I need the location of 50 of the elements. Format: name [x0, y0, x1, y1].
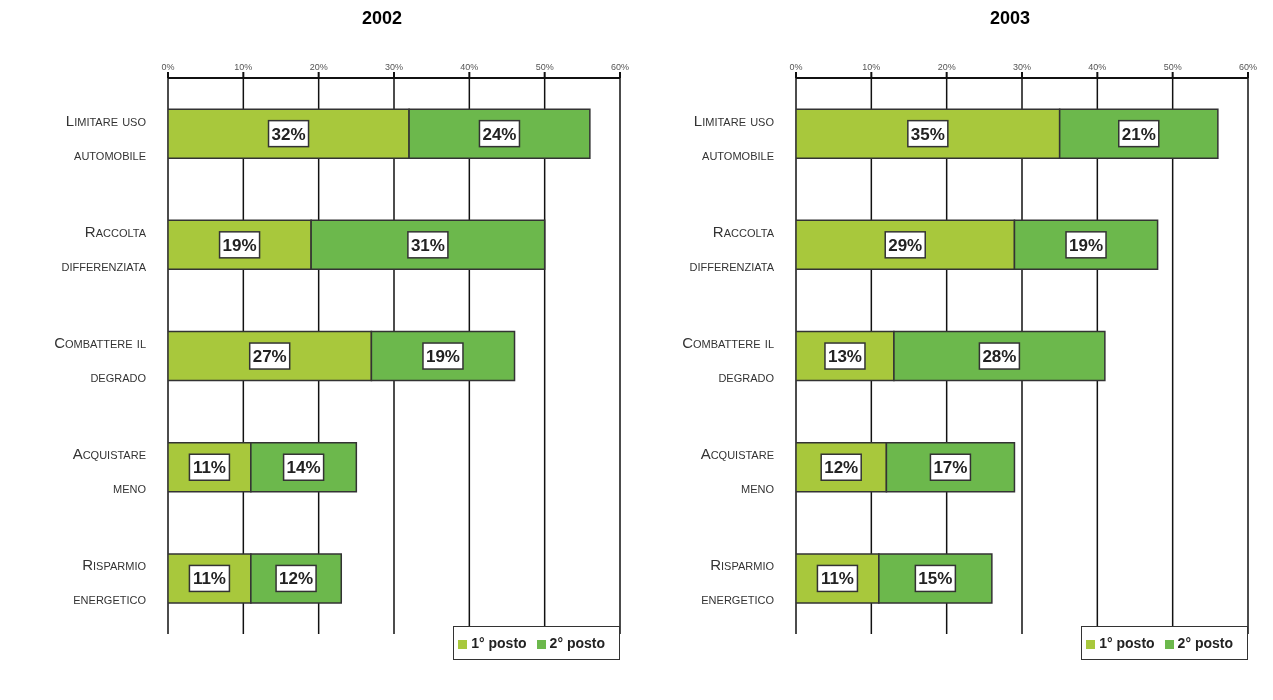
data-label: 15% [918, 569, 953, 589]
data-label: 19% [425, 347, 460, 367]
legend-label: 1° posto [471, 635, 527, 651]
legend-label: 2° posto [549, 635, 605, 651]
x-tick-label: 0% [161, 62, 175, 72]
legend-label: 1° posto [1099, 635, 1155, 651]
data-label: 31% [410, 235, 445, 255]
legend-label: 2° posto [1177, 635, 1233, 651]
y-tick-label: Risparmio energetico [701, 556, 775, 608]
data-label: 19% [222, 235, 257, 255]
x-tick-label: 50% [535, 62, 554, 72]
y-tick-label: Raccolta differenziata [61, 222, 147, 274]
y-tick-label: Acquistare meno [700, 445, 775, 497]
x-tick-label: 0% [789, 62, 803, 72]
data-label: 14% [286, 458, 321, 478]
data-label: 29% [888, 235, 923, 255]
y-tick-label: Combattere il degrado [682, 334, 775, 385]
x-tick-label: 20% [309, 62, 328, 72]
data-label: 12% [824, 458, 859, 478]
x-tick-label: 10% [862, 62, 881, 72]
x-tick-label: 30% [1012, 62, 1032, 72]
chart-title: 2003 [988, 8, 1031, 30]
x-tick-label: 20% [937, 62, 956, 72]
data-label: 28% [982, 347, 1017, 367]
data-label: 35% [910, 124, 945, 144]
data-label: 32% [271, 124, 306, 144]
x-tick-label: 10% [234, 62, 253, 72]
data-label: 19% [1069, 235, 1104, 255]
data-label: 24% [482, 124, 517, 144]
chart-title: 2002 [360, 8, 403, 30]
data-label: 13% [827, 347, 862, 367]
x-tick-label: 30% [384, 62, 404, 72]
y-tick-label: Limitare uso automobile [693, 111, 775, 163]
y-tick-label: Combattere il degrado [54, 334, 147, 385]
x-tick-label: 40% [1088, 62, 1107, 72]
y-tick-label: Risparmio energetico [73, 556, 147, 608]
data-label: 11% [192, 569, 226, 589]
data-label: 21% [1121, 124, 1156, 144]
x-tick-label: 60% [1238, 62, 1258, 72]
x-tick-label: 50% [1163, 62, 1182, 72]
y-tick-label: Acquistare meno [72, 445, 147, 497]
data-label: 17% [933, 458, 968, 478]
data-label: 12% [279, 569, 314, 589]
x-tick-label: 60% [610, 62, 630, 72]
data-label: 27% [252, 347, 287, 367]
x-tick-label: 40% [460, 62, 479, 72]
data-label: 11% [192, 458, 226, 478]
data-label: 11% [820, 569, 854, 589]
y-tick-label: Raccolta differenziata [689, 222, 775, 274]
y-tick-label: Limitare uso automobile [65, 111, 147, 163]
